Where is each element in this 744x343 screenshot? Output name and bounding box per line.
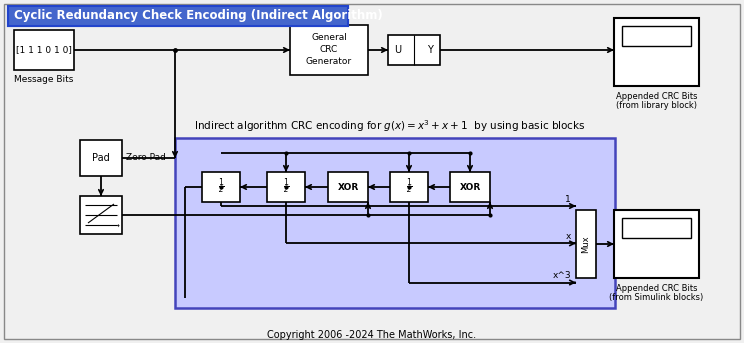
Text: →: →	[114, 224, 120, 230]
Bar	[622, 218, 691, 238]
Text: Generator: Generator	[306, 58, 352, 67]
Text: Mux: Mux	[582, 235, 591, 253]
Bar	[290, 25, 368, 75]
Bar	[202, 172, 240, 202]
Text: $\frac{1}{z}$: $\frac{1}{z}$	[217, 177, 225, 197]
Bar	[450, 172, 490, 202]
Bar	[388, 35, 440, 65]
Bar	[80, 140, 122, 176]
Bar	[390, 172, 428, 202]
Bar	[8, 6, 348, 26]
Text: Pad: Pad	[92, 153, 110, 163]
Bar	[175, 138, 615, 308]
Bar	[14, 30, 74, 70]
Bar	[614, 210, 699, 278]
Text: Cyclic Redundancy Check Encoding (Indirect Algorithm): Cyclic Redundancy Check Encoding (Indire…	[14, 10, 382, 23]
Bar	[80, 196, 122, 234]
Text: Appended CRC Bits: Appended CRC Bits	[616, 92, 697, 101]
Text: (from library block): (from library block)	[616, 101, 697, 110]
Text: XOR: XOR	[337, 182, 359, 191]
Bar	[576, 210, 596, 278]
Text: Zero Pad: Zero Pad	[126, 154, 166, 163]
Text: (from Simulink blocks): (from Simulink blocks)	[609, 293, 704, 302]
Text: General: General	[311, 33, 347, 42]
Text: Message Bits: Message Bits	[14, 75, 74, 84]
Bar	[267, 172, 305, 202]
Text: XOR: XOR	[459, 182, 481, 191]
Text: Copyright 2006 -2024 The MathWorks, Inc.: Copyright 2006 -2024 The MathWorks, Inc.	[267, 330, 477, 340]
Text: Y: Y	[427, 45, 433, 55]
Text: CRC: CRC	[320, 46, 338, 55]
Text: $\frac{1}{z}$: $\frac{1}{z}$	[283, 177, 289, 197]
Text: x^3: x^3	[552, 272, 571, 281]
Text: U: U	[394, 45, 402, 55]
Bar	[8, 6, 348, 26]
Text: 1: 1	[565, 195, 571, 204]
Text: Appended CRC Bits: Appended CRC Bits	[616, 284, 697, 293]
Bar	[614, 18, 699, 86]
Text: $\frac{1}{z}$: $\frac{1}{z}$	[405, 177, 412, 197]
Bar	[328, 172, 368, 202]
Bar	[622, 26, 691, 46]
Text: [1 1 1 0 1 0]: [1 1 1 0 1 0]	[16, 46, 72, 55]
Text: x: x	[565, 233, 571, 241]
Text: Indirect algorithm CRC encoding for $g(x) = x^3 + x + 1$  by using basic blocks: Indirect algorithm CRC encoding for $g(x…	[194, 118, 586, 134]
